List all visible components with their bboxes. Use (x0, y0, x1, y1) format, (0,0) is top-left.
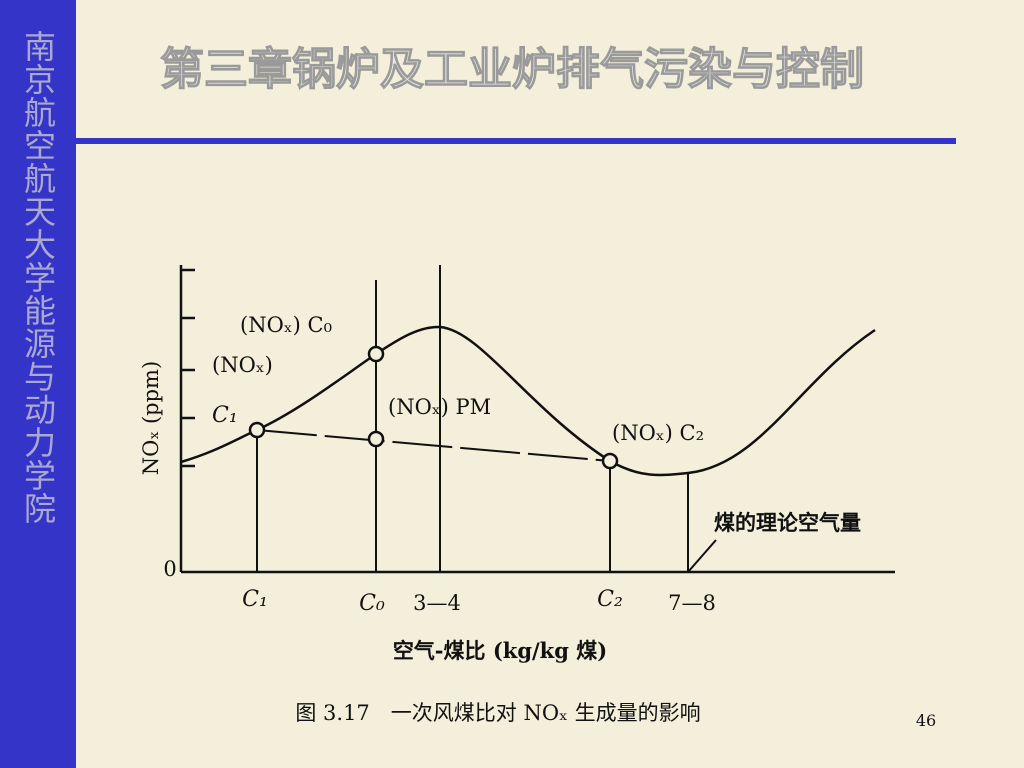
page-number: 46 (916, 711, 936, 730)
figure (179, 265, 895, 574)
guide-lines (256, 265, 717, 573)
annotation: (NOₓ) C₀ (240, 313, 332, 337)
y-axis-label: NOₓ (ppm) (139, 361, 163, 475)
slide-title: 第三章锅炉及工业炉排气污染与控制 (160, 44, 864, 95)
nox-curve (180, 325, 876, 477)
annotation: 煤的理论空气量 (714, 510, 861, 535)
sidebar-text: 南京航空航天大学能源与动力学院 (19, 30, 57, 525)
figure-caption: 图 3.17 一次风煤比对 NOₓ 生成量的影响 (295, 701, 700, 725)
x-tick-label: C₂ (597, 587, 623, 612)
y-axis-ticks (181, 268, 195, 468)
x-tick-label: 3—4 (413, 591, 461, 615)
x-axis-label: 空气-煤比 (kg/kg 煤) (393, 638, 607, 663)
annotation: (NOₓ) PM (388, 395, 491, 419)
points (248, 345, 619, 470)
x-tick-label: 7—8 (668, 591, 716, 615)
x-tick-label: C₁ (242, 587, 268, 612)
x-tick-label: C₀ (359, 591, 385, 616)
sidebar: 南京航空航天大学能源与动力学院 (0, 0, 76, 768)
annotation: C₁ (212, 403, 238, 428)
origin-label: 0 (163, 557, 176, 581)
annotation: (NOₓ) (212, 353, 273, 377)
annotation: (NOₓ) C₂ (612, 421, 704, 445)
title-rule (76, 138, 956, 144)
